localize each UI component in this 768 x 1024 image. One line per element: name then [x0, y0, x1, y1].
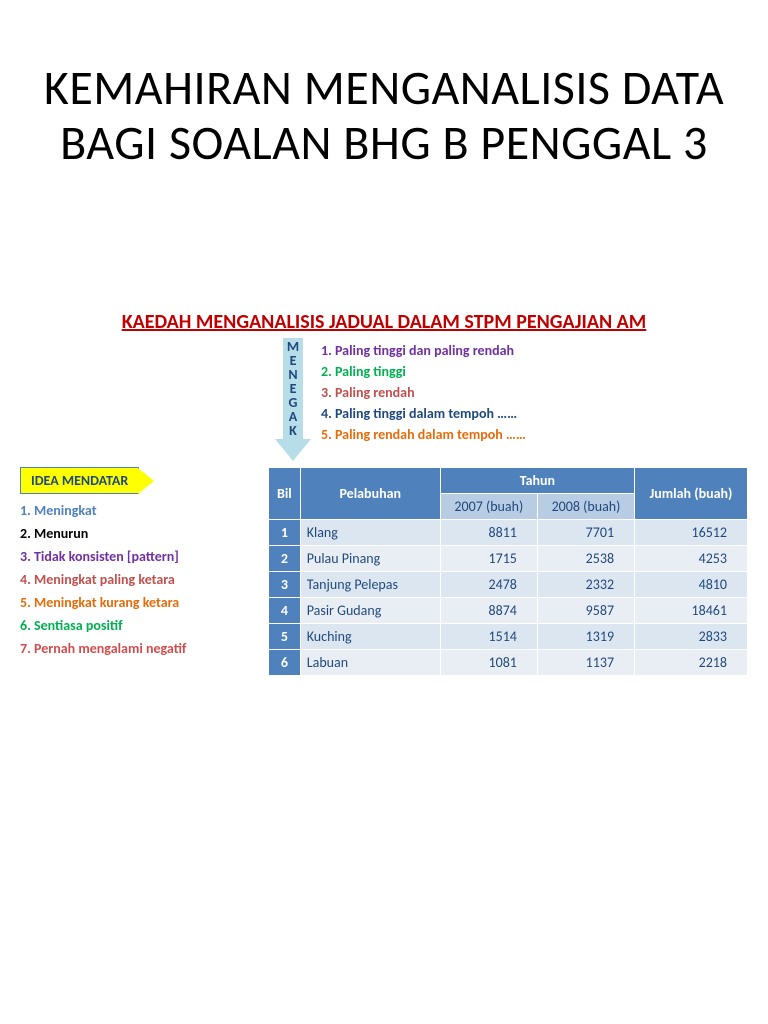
- list-item: 1. Paling tinggi dan paling rendah: [321, 342, 748, 359]
- page-title: KEMAHIRAN MENGANALISIS DATA BAGI SOALAN …: [0, 0, 768, 170]
- table-row: 6 Labuan 1081 1137 2218: [269, 650, 748, 676]
- list-item: 1. Meningkat: [20, 502, 250, 519]
- list-item: 6. Sentiasa positif: [20, 617, 250, 634]
- list-item: 2. Paling tinggi: [321, 363, 748, 380]
- col-2007: 2007 (buah): [440, 494, 537, 520]
- horizontal-ideas-list: 1. Meningkat 2. Menurun 3. Tidak konsist…: [20, 502, 250, 657]
- list-item: 3. Paling rendah: [321, 384, 748, 401]
- menegak-arrow: M E N E G A K: [275, 338, 311, 461]
- vertical-ideas-section: M E N E G A K 1. Paling tinggi dan palin…: [0, 338, 768, 461]
- table-row: 5 Kuching 1514 1319 2833: [269, 624, 748, 650]
- col-tahun: Tahun: [440, 468, 634, 494]
- bottom-section: IDEA MENDATAR 1. Meningkat 2. Menurun 3.…: [0, 467, 768, 676]
- table-row: 1 Klang 8811 7701 16512: [269, 520, 748, 546]
- table-row: 2 Pulau Pinang 1715 2538 4253: [269, 546, 748, 572]
- idea-mendatar-badge: IDEA MENDATAR: [20, 467, 250, 494]
- menegak-letters: M E N E G A K: [283, 338, 303, 440]
- arrow-down-icon: [275, 439, 311, 461]
- list-item: 3. Tidak konsisten [pattern]: [20, 548, 250, 565]
- col-pelabuhan: Pelabuhan: [300, 468, 440, 520]
- col-bil: Bil: [269, 468, 301, 520]
- arrow-right-icon: [138, 468, 154, 494]
- list-item: 2. Menurun: [20, 525, 250, 542]
- list-item: 5. Meningkat kurang ketara: [20, 594, 250, 611]
- list-item: 5. Paling rendah dalam tempoh ……: [321, 426, 748, 443]
- table-row: 3 Tanjung Pelepas 2478 2332 4810: [269, 572, 748, 598]
- list-item: 7. Pernah mengalami negatif: [20, 640, 250, 657]
- col-2008: 2008 (buah): [537, 494, 634, 520]
- vertical-ideas-list: 1. Paling tinggi dan paling rendah 2. Pa…: [321, 338, 748, 461]
- list-item: 4. Paling tinggi dalam tempoh ……: [321, 405, 748, 422]
- section-subtitle: KAEDAH MENGANALISIS JADUAL DALAM STPM PE…: [0, 310, 768, 334]
- list-item: 4. Meningkat paling ketara: [20, 571, 250, 588]
- col-jumlah: Jumlah (buah): [635, 468, 748, 520]
- table-row: 4 Pasir Gudang 8874 9587 18461: [269, 598, 748, 624]
- horizontal-ideas-column: IDEA MENDATAR 1. Meningkat 2. Menurun 3.…: [20, 467, 250, 676]
- pelabuhan-table: Bil Pelabuhan Tahun Jumlah (buah) 2007 (…: [268, 467, 748, 676]
